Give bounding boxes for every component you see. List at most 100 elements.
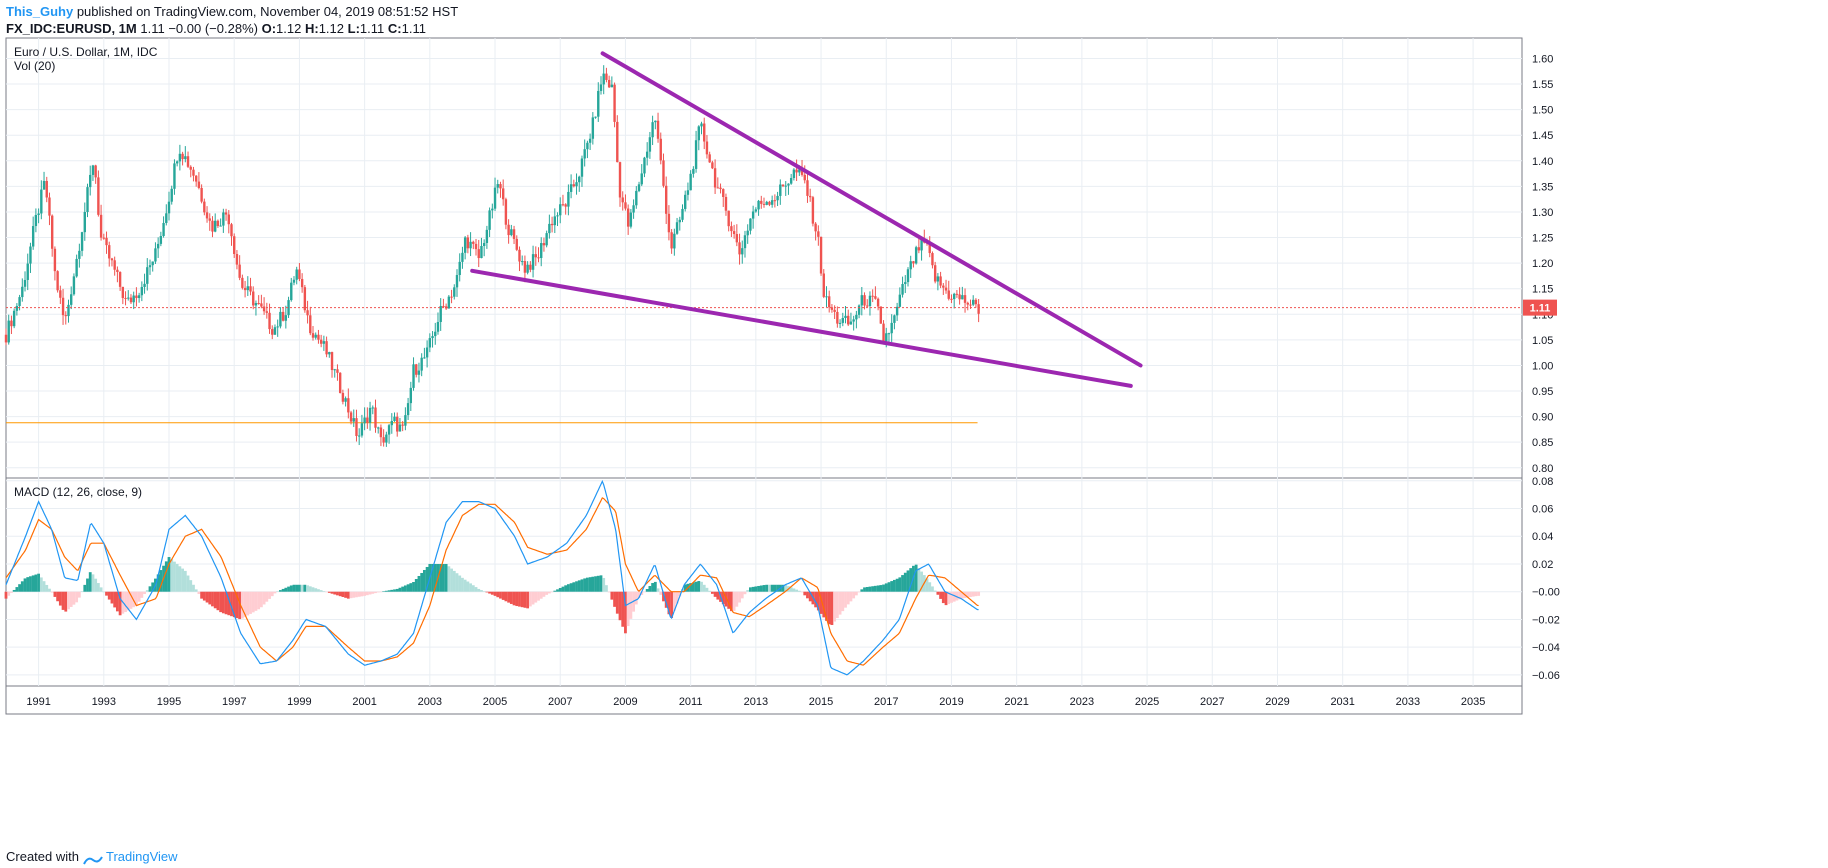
macd-histogram-bar <box>469 583 472 592</box>
candle-body <box>393 416 396 421</box>
candle-body <box>828 296 831 308</box>
macd-histogram-bar <box>474 587 478 592</box>
candle-body <box>379 427 383 438</box>
candle-body <box>868 295 872 306</box>
macd-histogram-bar <box>876 585 880 592</box>
macd-histogram-bar <box>126 591 130 611</box>
candle-body <box>594 116 597 118</box>
candle-body <box>453 287 456 297</box>
candle-body <box>713 168 717 188</box>
candle-body <box>127 297 130 299</box>
candle-body <box>760 200 763 204</box>
candle-body <box>955 293 959 295</box>
candle-body <box>352 418 355 422</box>
macd-histogram-bar <box>499 591 502 599</box>
macd-histogram-bar <box>566 584 570 592</box>
macd-histogram-bar <box>322 591 326 592</box>
macd-histogram-bar <box>181 568 184 592</box>
candle-body <box>314 334 317 338</box>
tradingview-brand-link[interactable]: TradingView <box>106 849 178 864</box>
macd-histogram-bar <box>895 578 899 592</box>
macd-histogram-bar <box>697 581 701 592</box>
candle-body <box>162 222 165 237</box>
candle-body <box>952 293 956 300</box>
candle-body <box>855 314 858 320</box>
candle-body <box>428 338 432 348</box>
candle-body <box>417 370 421 375</box>
macd-histogram-bar <box>966 591 970 598</box>
candle-body <box>4 334 8 343</box>
macd-histogram-bar <box>656 588 660 592</box>
candle-body <box>330 352 334 371</box>
price-tick-label: 1.05 <box>1532 335 1553 347</box>
candle-body <box>254 303 258 306</box>
macd-histogram-bar <box>974 591 978 597</box>
candle-body <box>279 311 282 327</box>
candle-body <box>224 212 228 215</box>
macd-histogram-bar <box>928 582 932 592</box>
candle-body <box>439 305 442 322</box>
candle-body <box>537 257 540 259</box>
macd-histogram-bar <box>825 591 828 621</box>
macd-histogram-bar <box>879 585 883 592</box>
macd-histogram-bar <box>700 581 703 592</box>
author-link[interactable]: This_Guhy <box>6 4 74 19</box>
macd-histogram-bar <box>371 591 375 594</box>
candle-body <box>882 323 885 342</box>
candle-body <box>113 260 116 270</box>
macd-histogram-bar <box>268 591 271 599</box>
candle-body <box>526 264 529 273</box>
candle-body <box>876 298 880 307</box>
macd-histogram-bar <box>643 591 646 593</box>
candle-body <box>42 180 46 190</box>
macd-histogram-bar <box>893 579 896 592</box>
macd-histogram-bar <box>333 591 337 595</box>
macd-histogram-bar <box>944 591 948 606</box>
candle-body <box>409 387 413 404</box>
x-tick-label: 2025 <box>1135 696 1159 708</box>
price-tick-label: 1.25 <box>1532 233 1553 245</box>
candle-body <box>387 425 391 435</box>
candle-body <box>241 277 244 288</box>
macd-histogram-bar <box>561 586 565 592</box>
candle-body <box>205 212 209 219</box>
x-tick-label: 2035 <box>1461 696 1485 708</box>
macd-histogram-bar <box>765 584 769 592</box>
macd-histogram-bar <box>599 575 603 592</box>
macd-histogram-bar <box>382 591 386 592</box>
candle-body <box>461 252 464 262</box>
macd-histogram-bar <box>254 591 258 611</box>
candle-body <box>711 162 714 169</box>
candle-body <box>689 173 692 191</box>
macd-histogram-bar <box>675 591 679 604</box>
macd-histogram-bar <box>485 591 489 593</box>
macd-histogram-bar <box>672 591 676 611</box>
macd-histogram-bar <box>947 591 951 604</box>
candle-body <box>23 279 27 287</box>
macd-histogram-bar <box>507 591 511 603</box>
macd-histogram-bar <box>240 591 244 619</box>
candle-body <box>556 215 559 217</box>
macd-histogram-bar <box>67 591 70 610</box>
candle-body <box>583 149 586 159</box>
macd-histogram-bar <box>194 589 198 592</box>
candle-body <box>143 283 146 287</box>
macd-histogram-bar <box>450 568 453 592</box>
candle-body <box>15 305 19 311</box>
candle-body <box>222 212 225 226</box>
macd-histogram-bar <box>871 586 875 592</box>
candle-body <box>971 299 975 305</box>
macd-histogram-bar <box>534 591 538 603</box>
macd-histogram-bar <box>178 566 182 592</box>
macd-histogram-bar <box>306 585 309 592</box>
x-tick-label: 2033 <box>1396 696 1420 708</box>
macd-histogram-bar <box>37 573 41 592</box>
candle-body <box>121 286 125 298</box>
candle-body <box>825 296 828 298</box>
macd-histogram-bar <box>69 591 73 607</box>
macd-histogram-bar <box>395 588 399 592</box>
macd-histogram-bar <box>189 580 193 592</box>
macd-histogram-bar <box>939 591 942 599</box>
macd-histogram-bar <box>192 584 195 592</box>
